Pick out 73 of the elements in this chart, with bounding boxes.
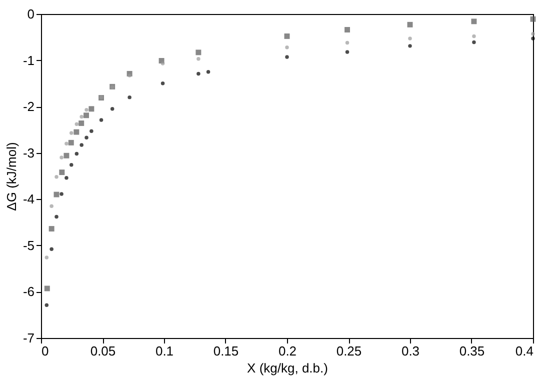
point [408,44,412,48]
y-tick-label: -6 [22,284,34,300]
point [70,131,74,135]
point [78,120,84,126]
y-tick-label: -5 [22,238,34,253]
point [70,163,74,167]
point [88,106,94,112]
y-tick-label: -4 [22,192,34,207]
point [344,27,350,32]
x-tick-label: 0.4 [515,344,534,358]
point [531,36,535,40]
point [84,112,89,118]
point [48,226,54,232]
point [160,82,165,86]
x-tick-label: 0.05 [90,344,116,358]
point [472,40,476,44]
x-tick-label: 0.35 [459,344,485,358]
point [54,214,58,219]
point [80,114,84,119]
point [50,247,54,251]
point [472,34,476,38]
point [60,156,64,160]
point [531,32,535,36]
point [196,72,200,76]
point [530,16,536,22]
point [74,152,79,156]
point [84,108,88,112]
x-tick-label: 0.1 [155,344,174,358]
y-axis-title: ΔG (kJ/mol) [4,142,19,211]
point [74,122,79,126]
x-tick-label: 0.3 [401,344,420,358]
x-axis-title: X (kg/kg, d.b.) [247,360,328,376]
y-tick-label: -2 [22,99,34,114]
point [60,192,64,196]
x-tick-label: 0 [42,344,49,358]
point [68,140,74,146]
point [196,57,200,61]
point [74,129,80,135]
x-tick-label: 0.15 [213,344,239,358]
x-tick-label: 0.2 [278,344,297,358]
point [285,45,289,50]
point [99,118,104,122]
point [407,22,413,28]
point [50,204,54,208]
point [54,192,60,198]
point [44,303,49,308]
point [90,129,94,133]
y-tick-label: -1 [22,52,34,68]
point [54,175,58,179]
point [284,33,290,39]
y-tick-label: -7 [22,330,34,346]
point [128,95,132,100]
point [64,176,68,180]
y-tick-label: -3 [22,145,34,160]
point [44,286,50,292]
point [44,256,49,260]
point [471,18,477,24]
point [80,143,84,147]
y-tick-label: 0 [27,6,34,22]
point [206,70,210,74]
point [64,142,68,146]
point [285,55,289,59]
point [59,170,65,176]
point [160,62,165,66]
x-tick-label: 0.25 [336,344,362,358]
point [408,36,412,40]
point [84,136,88,140]
point [196,50,202,56]
point [64,152,70,158]
point [110,107,114,111]
point [345,50,350,54]
point [128,74,132,78]
point [345,40,350,45]
